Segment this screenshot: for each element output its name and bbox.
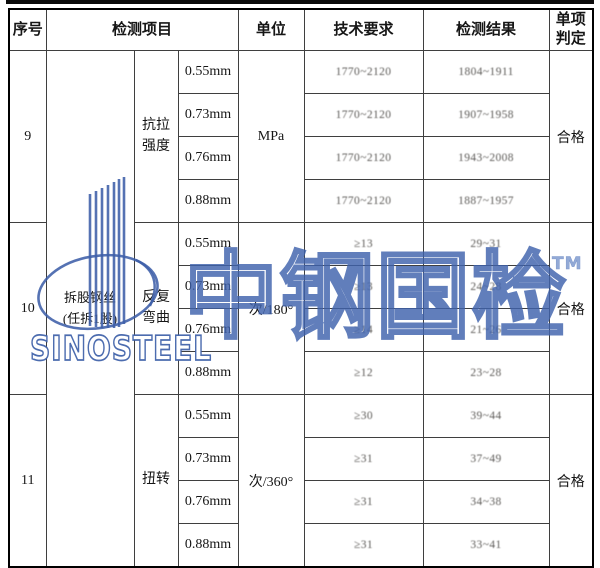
unit-cell: MPa [237,50,305,223]
result-cell: 1887~1957 [422,179,550,223]
spec-cell: 0.55mm [177,394,239,438]
spec-cell: 0.55mm [177,50,239,94]
group-item-line1: 拆股钢丝 [63,290,116,306]
requirement-cell: ≥13 [303,265,424,309]
header-serial: 序号 [8,8,47,51]
table-row: 0.76mm ≥31 34~38 [9,480,593,524]
serial-no-9: 9 [8,50,47,223]
top-divider-rule [6,0,594,4]
item-torsion: 扭转 [133,394,179,568]
verdict-cell: 合格 [548,394,594,568]
header-test-item: 检测项目 [45,8,239,51]
spec-cell: 0.76mm [177,480,239,524]
unit-cell: 次/180° [237,222,305,395]
requirement-cell: ≥31 [303,480,424,524]
table-row: 9 拆股钢丝 (任拆1股) 抗拉强度 0.55mm MPa 1770~2120 … [8,50,594,568]
requirement-cell: 1770~2120 [303,136,424,180]
serial-no-11: 11 [8,394,47,568]
spec-cell: 0.73mm [177,265,239,309]
unit-cell: 次/360° [237,394,305,568]
spec-cell: 0.73mm [177,437,239,481]
result-cell: 34~38 [422,480,550,524]
requirement-cell: ≥14 [303,308,424,352]
result-cell: 33~41 [422,523,550,568]
item-tensile-strength: 抗拉强度 [133,50,179,223]
requirement-cell: 1770~2120 [303,93,424,137]
table-row: 0.88mm 1770~2120 1887~1957 [9,179,593,223]
requirement-cell: ≥12 [303,351,424,395]
requirement-cell: 1770~2120 [303,50,424,94]
group-item-line2: (任拆1股) [62,310,118,326]
result-cell: 39~44 [422,394,550,438]
requirement-cell: ≥31 [303,437,424,481]
table-row: 0.73mm ≥31 37~49 [9,437,593,481]
result-cell: 37~49 [422,437,550,481]
result-cell: 29~31 [422,222,550,266]
spec-cell: 0.73mm [177,93,239,137]
item-repeated-bending: 反复弯曲 [133,222,179,395]
table-row: 10 反复弯曲 0.55mm 次/180° ≥13 29~31 合格 [8,222,594,395]
header-row: 序号 检测项目 单位 技术要求 检测结果 单项判定 [8,8,594,51]
header-result: 检测结果 [422,8,550,51]
requirement-cell: ≥13 [303,222,424,266]
table-row: 11 扭转 0.55mm 次/360° ≥30 39~44 合格 [8,394,594,568]
result-cell: 21~26 [422,308,550,352]
spec-cell: 0.76mm [177,308,239,352]
result-cell: 1804~1911 [422,50,550,94]
result-cell: 24~28 [422,265,550,309]
table-row: 0.76mm 1770~2120 1943~2008 [9,136,593,180]
spec-cell: 0.88mm [177,351,239,395]
group-item-cell: 拆股钢丝 (任拆1股) [45,50,135,568]
spec-cell: 0.88mm [177,523,239,568]
header-unit: 单位 [237,8,305,51]
serial-no-10: 10 [8,222,47,395]
table-row: 0.88mm ≥12 23~28 [9,351,593,395]
requirement-cell: ≥31 [303,523,424,568]
requirement-cell: 1770~2120 [303,179,424,223]
verdict-cell: 合格 [548,222,594,395]
requirement-cell: ≥30 [303,394,424,438]
header-verdict: 单项判定 [548,8,594,51]
verdict-cell: 合格 [548,50,594,223]
table-row: 0.73mm ≥13 24~28 [9,265,593,309]
spec-cell: 0.88mm [177,179,239,223]
result-cell: 1907~1958 [422,93,550,137]
header-requirement: 技术要求 [303,8,424,51]
spec-cell: 0.76mm [177,136,239,180]
result-cell: 1943~2008 [422,136,550,180]
spec-cell: 0.55mm [177,222,239,266]
result-cell: 23~28 [422,351,550,395]
test-report-table: 序号 检测项目 单位 技术要求 检测结果 单项判定 9 拆股钢丝 (任拆1股) … [8,8,595,568]
table-row: 0.76mm ≥14 21~26 [9,308,593,352]
table-row: 0.73mm 1770~2120 1907~1958 [9,93,593,137]
